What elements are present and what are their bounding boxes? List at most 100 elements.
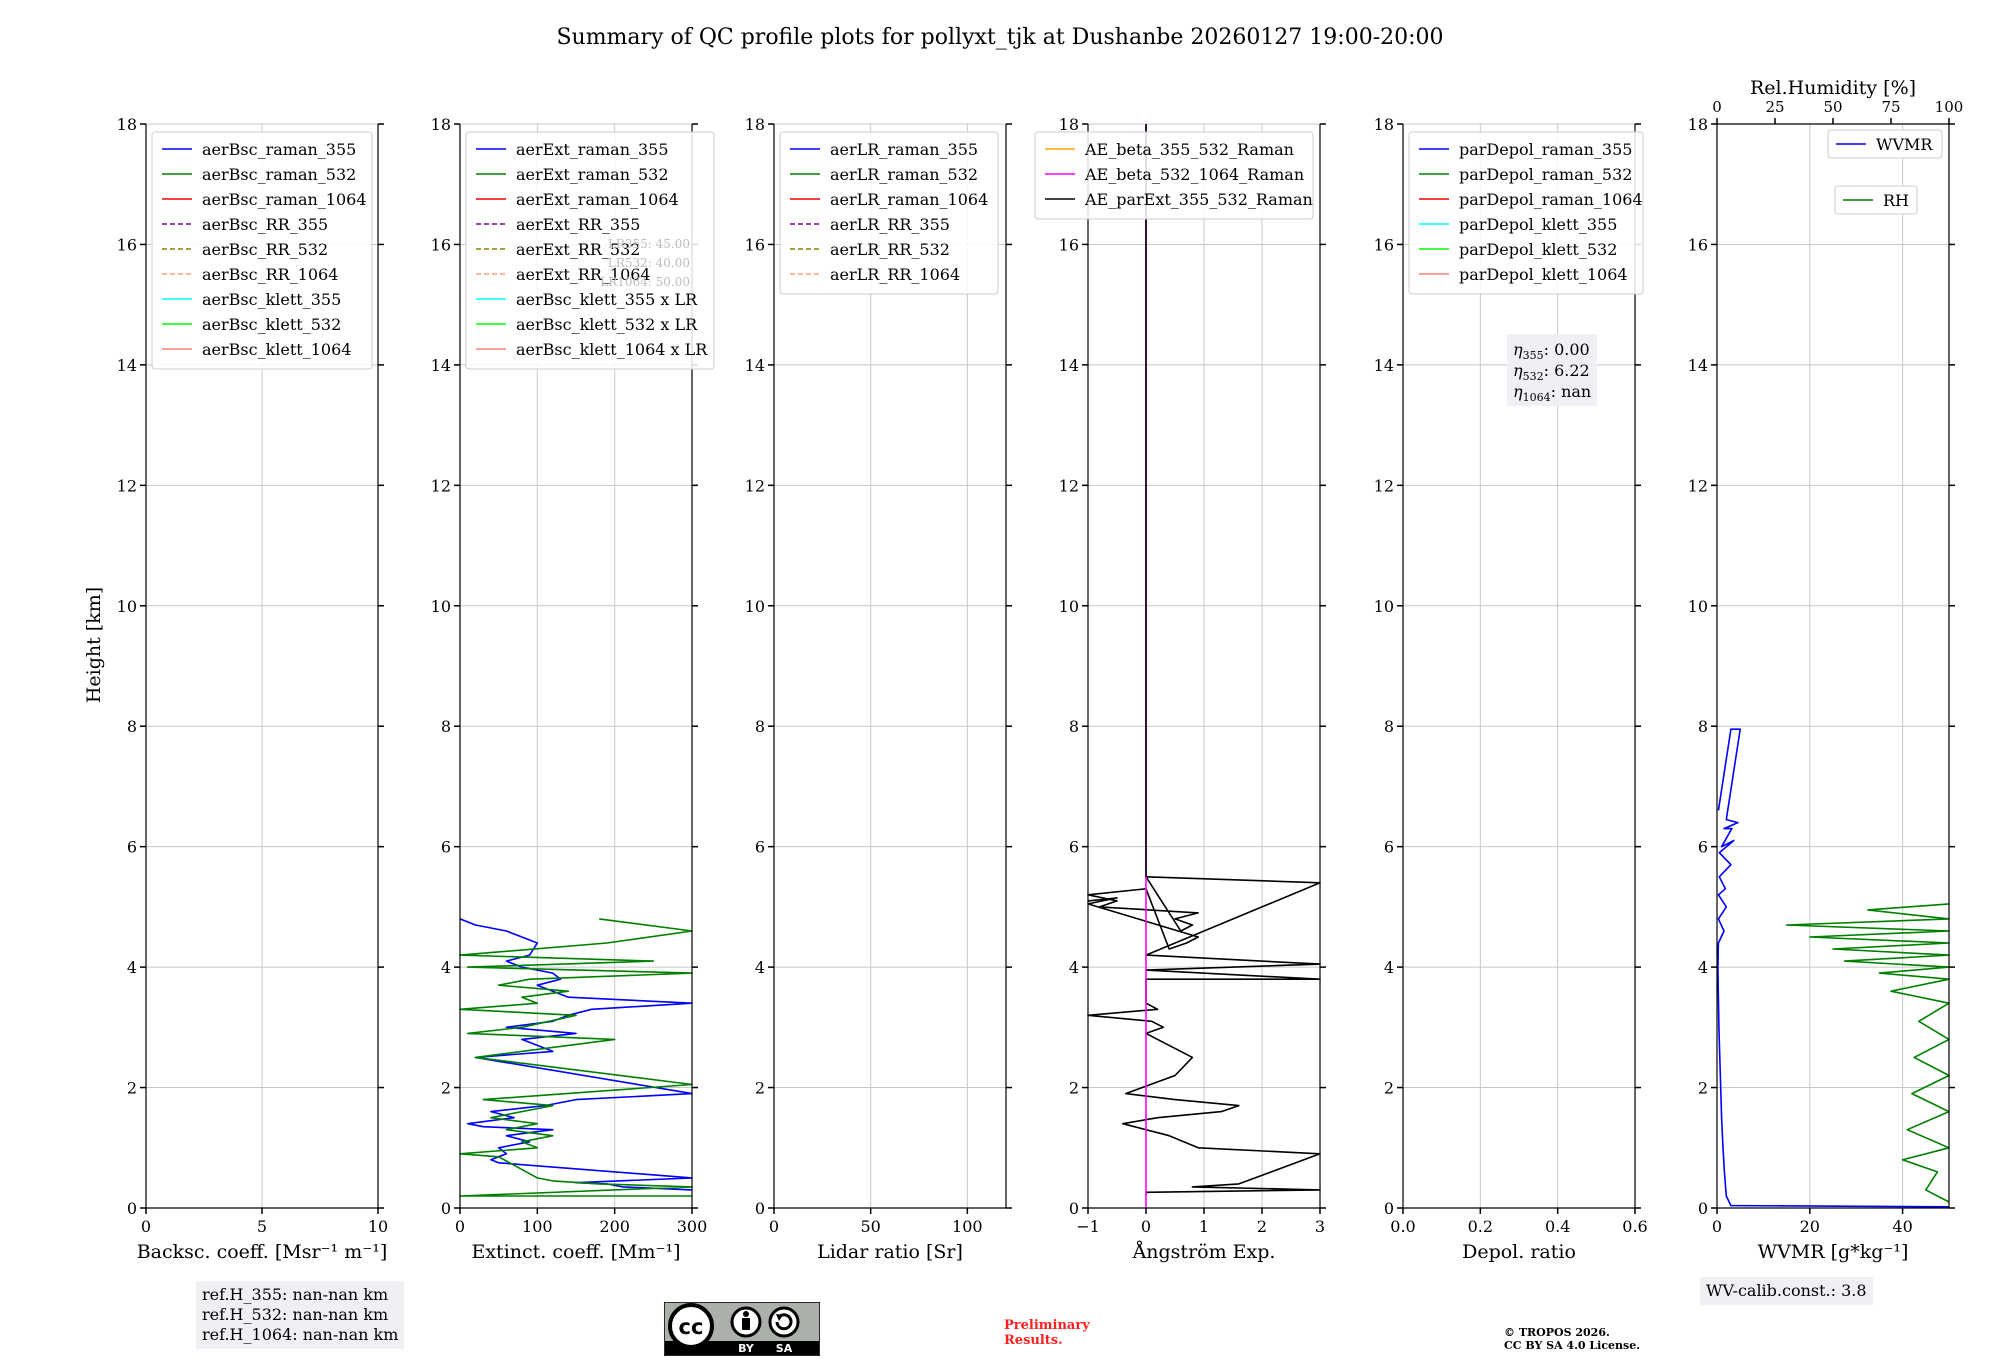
legend-label: aerLR_RR_532 [830, 240, 950, 259]
y-tick-label: 4 [441, 958, 451, 977]
y-tick-label: 8 [127, 717, 137, 736]
y-tick-label: 6 [1384, 838, 1394, 857]
legend-label: aerExt_raman_532 [516, 165, 669, 184]
legend-extinction: aerExt_raman_355 aerExt_raman_532 aerExt_r… [465, 131, 715, 370]
legend-label: aerLR_raman_532 [830, 165, 978, 184]
legend-label: aerBsc_raman_1064 [202, 190, 367, 209]
y-tick-label: 10 [431, 597, 451, 616]
y-tick-label: 8 [1698, 717, 1708, 736]
eta-value: η532: 6.22 [1513, 361, 1590, 383]
x-tick-label: 0 [1712, 1217, 1722, 1236]
y-tick-label: 10 [117, 597, 137, 616]
legend-label: aerBsc_raman_355 [202, 140, 356, 159]
copyright-line-1: © TROPOS 2026. [1504, 1326, 1610, 1339]
x-axis-label: Lidar ratio [Sr] [817, 1241, 963, 1263]
y-tick-label: 8 [441, 717, 451, 736]
y-tick-label: 4 [1069, 958, 1079, 977]
reference-height-box: ref.H_355: nan-nan km ref.H_532: nan-nan… [196, 1281, 405, 1349]
y-tick-label: 12 [1688, 476, 1708, 495]
y-tick-label: 4 [1698, 958, 1708, 977]
y-tick-label: 12 [1374, 476, 1394, 495]
y-tick-label: 16 [1374, 235, 1394, 254]
x-tick-label: 0 [455, 1217, 465, 1236]
y-tick-label: 16 [431, 235, 451, 254]
x-tick-label: 100 [522, 1217, 553, 1236]
legend-label: parDepol_raman_1064 [1459, 190, 1643, 209]
legend-label: AE_beta_532_1064_Raman [1084, 165, 1304, 184]
x2-tick-label: 0 [1712, 98, 1722, 116]
y-tick-label: 0 [1384, 1199, 1394, 1218]
legend-label: aerExt_raman_1064 [516, 190, 679, 209]
y-tick-label: 2 [755, 1079, 765, 1098]
y-tick-label: 16 [745, 235, 765, 254]
y-tick-label: 4 [755, 958, 765, 977]
legend-label: parDepol_klett_1064 [1459, 265, 1628, 284]
license-sa-label: SA [776, 1342, 793, 1355]
y-tick-label: 12 [431, 476, 451, 495]
legend-label: aerBsc_klett_532 [202, 315, 341, 334]
y-tick-label: 18 [1059, 115, 1079, 134]
legend-label: aerExt_RR_1064 [516, 265, 651, 284]
y-tick-label: 10 [745, 597, 765, 616]
legend-label: aerExt_RR_532 [516, 240, 640, 259]
y-tick-label: 6 [441, 838, 451, 857]
eta-value: η1064: nan [1513, 382, 1591, 404]
preliminary-line-2: Results. [1004, 1333, 1063, 1348]
legend-label: parDepol_klett_532 [1459, 240, 1617, 259]
x-tick-label: 5 [257, 1217, 267, 1236]
x-tick-label: 200 [599, 1217, 630, 1236]
legend-depol: parDepol_raman_355 parDepol_raman_532 parD… [1408, 131, 1644, 295]
y-tick-label: 2 [1698, 1079, 1708, 1098]
legend-label: parDepol_raman_532 [1459, 165, 1632, 184]
eta-background [1507, 334, 1597, 406]
y-tick-label: 4 [1384, 958, 1394, 977]
x-tick-label: 50 [860, 1217, 880, 1236]
legend-label: RH [1883, 191, 1909, 210]
y-tick-label: 14 [431, 356, 451, 375]
ref-height-532: ref.H_532: nan-nan km [202, 1305, 389, 1324]
series-WVMR [1717, 728, 1950, 1208]
legend-label: aerBsc_klett_355 [202, 290, 341, 309]
x-tick-label: 100 [952, 1217, 983, 1236]
legend-label: aerLR_RR_1064 [830, 265, 960, 284]
legend-rh: RH [1834, 185, 1918, 215]
y-tick-label: 16 [1688, 235, 1708, 254]
legend-label: aerBsc_klett_355 x LR [516, 290, 698, 309]
x-axis-label: Depol. ratio [1462, 1241, 1576, 1263]
y-tick-label: 0 [1698, 1199, 1708, 1218]
copyright-note: © TROPOS 2026. CC BY SA 4.0 License. [1504, 1326, 1640, 1352]
legend-box [779, 131, 999, 295]
y-tick-label: 12 [1059, 476, 1079, 495]
y-tick-label: 10 [1688, 597, 1708, 616]
x-tick-label: 0 [141, 1217, 151, 1236]
y-tick-label: 8 [1069, 717, 1079, 736]
y-tick-label: 16 [1059, 235, 1079, 254]
legend-angstrom: AE_beta_355_532_Raman AE_beta_532_1064_Ra… [1034, 131, 1314, 220]
x-tick-label: 40 [1892, 1217, 1912, 1236]
series-aerExt_raman_532 [459, 918, 693, 1197]
legend-label: aerLR_raman_355 [830, 140, 978, 159]
legend-label: parDepol_klett_355 [1459, 215, 1617, 234]
y-tick-label: 4 [127, 958, 137, 977]
legend-box [465, 131, 715, 370]
panel-depol: 0 2 4 6 8 10 12 14 16 18 0.0 0.2 0.4 0.6 Depol. ratio p… [1374, 115, 1648, 1263]
x-axis-label: Backsc. coeff. [Msr⁻¹ m⁻¹] [137, 1241, 388, 1263]
license-by-label: BY [738, 1342, 755, 1355]
y-tick-label: 14 [1374, 356, 1394, 375]
y-tick-label: 6 [1069, 838, 1079, 857]
y-tick-label: 14 [745, 356, 765, 375]
x2-tick-label: 25 [1765, 98, 1784, 116]
x2-tick-label: 50 [1823, 98, 1842, 116]
y-tick-label: 6 [1698, 838, 1708, 857]
wv-calibration-constant: WV-calib.const.: 3.8 [1706, 1281, 1867, 1300]
panel-lidar_ratio: 0 2 4 6 8 10 12 14 16 18 0 50 100 Lidar ratio [Sr] aer… [745, 115, 1012, 1263]
cc-by-sa-license-badge: cc BY SA [664, 1302, 820, 1356]
x-tick-label: 300 [677, 1217, 708, 1236]
x-tick-label: 0.2 [1468, 1217, 1493, 1236]
y-tick-label: 10 [1059, 597, 1079, 616]
y-tick-label: 18 [431, 115, 451, 134]
y-tick-label: 2 [1384, 1079, 1394, 1098]
x-axis-label: Extinct. coeff. [Mm⁻¹] [471, 1241, 680, 1263]
